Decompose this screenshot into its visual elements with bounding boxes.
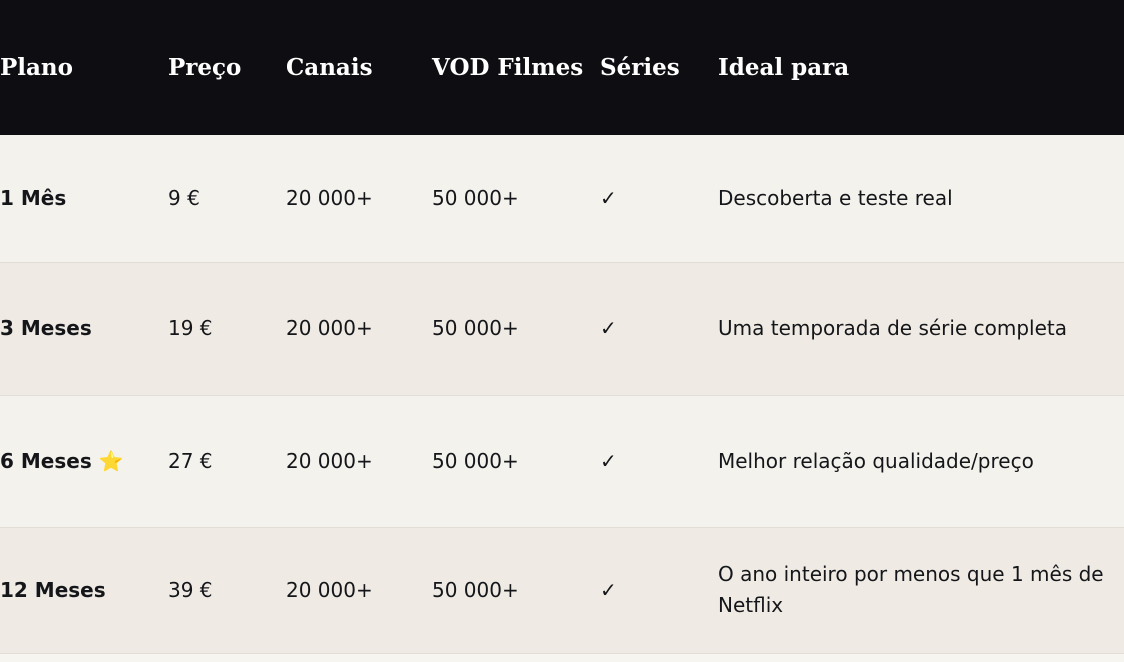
table-row: 12 Meses 39 € 20 000+ 50 000+ ✓ O ano in… <box>0 527 1124 653</box>
cell-ideal: Melhor relação qualidade/preço <box>718 448 1034 473</box>
cell-plan: 6 Meses ⭐ <box>0 395 168 527</box>
column-header-vod-filmes: VOD Filmes <box>432 53 584 81</box>
cell-price: 19 € <box>168 316 213 340</box>
column-header-ideal-para: Ideal para <box>718 53 850 81</box>
cell-ideal: Descoberta e teste real <box>718 185 953 210</box>
star-icon: ⭐ <box>98 448 124 473</box>
column-header-preco: Preço <box>168 53 242 81</box>
cell-vod: 50 000+ <box>432 448 519 473</box>
plan-name: 6 Meses <box>0 448 92 473</box>
cell-vod: 50 000+ <box>432 316 519 340</box>
check-icon: ✓ <box>600 185 617 210</box>
table-row: 6 Meses ⭐ 27 € 20 000+ 50 000+ ✓ Melhor … <box>0 395 1124 527</box>
cell-ideal: O ano inteiro por menos que 1 mês de Net… <box>718 562 1104 617</box>
column-header-series: Séries <box>600 53 680 81</box>
table-body: 1 Mês 9 € 20 000+ 50 000+ ✓ Descoberta e… <box>0 135 1124 653</box>
table-row: 1 Mês 9 € 20 000+ 50 000+ ✓ Descoberta e… <box>0 135 1124 262</box>
cell-ideal: Uma temporada de série completa <box>718 316 1067 340</box>
cell-price: 9 € <box>168 185 200 210</box>
check-icon: ✓ <box>600 577 617 602</box>
cell-channels: 20 000+ <box>286 316 373 340</box>
cell-channels: 20 000+ <box>286 448 373 473</box>
check-icon: ✓ <box>600 448 617 473</box>
plan-name: 12 Meses <box>0 577 106 602</box>
cell-vod: 50 000+ <box>432 577 519 602</box>
check-icon: ✓ <box>600 316 617 340</box>
cell-channels: 20 000+ <box>286 577 373 602</box>
plan-name: 3 Meses <box>0 316 92 340</box>
cell-plan: 12 Meses <box>0 527 168 653</box>
cell-plan: 3 Meses <box>0 262 168 395</box>
table-header-row: Plano Preço Canais VOD Filmes Séries Ide… <box>0 0 1124 135</box>
column-header-canais: Canais <box>286 53 373 81</box>
cell-price: 39 € <box>168 577 213 602</box>
cell-vod: 50 000+ <box>432 185 519 210</box>
cell-price: 27 € <box>168 448 213 473</box>
plan-name: 1 Mês <box>0 185 67 210</box>
column-header-plano: Plano <box>0 53 73 81</box>
table-row: 3 Meses 19 € 20 000+ 50 000+ ✓ Uma tempo… <box>0 262 1124 395</box>
cell-plan: 1 Mês <box>0 135 168 262</box>
table-header: Plano Preço Canais VOD Filmes Séries Ide… <box>0 0 1124 135</box>
cell-channels: 20 000+ <box>286 185 373 210</box>
